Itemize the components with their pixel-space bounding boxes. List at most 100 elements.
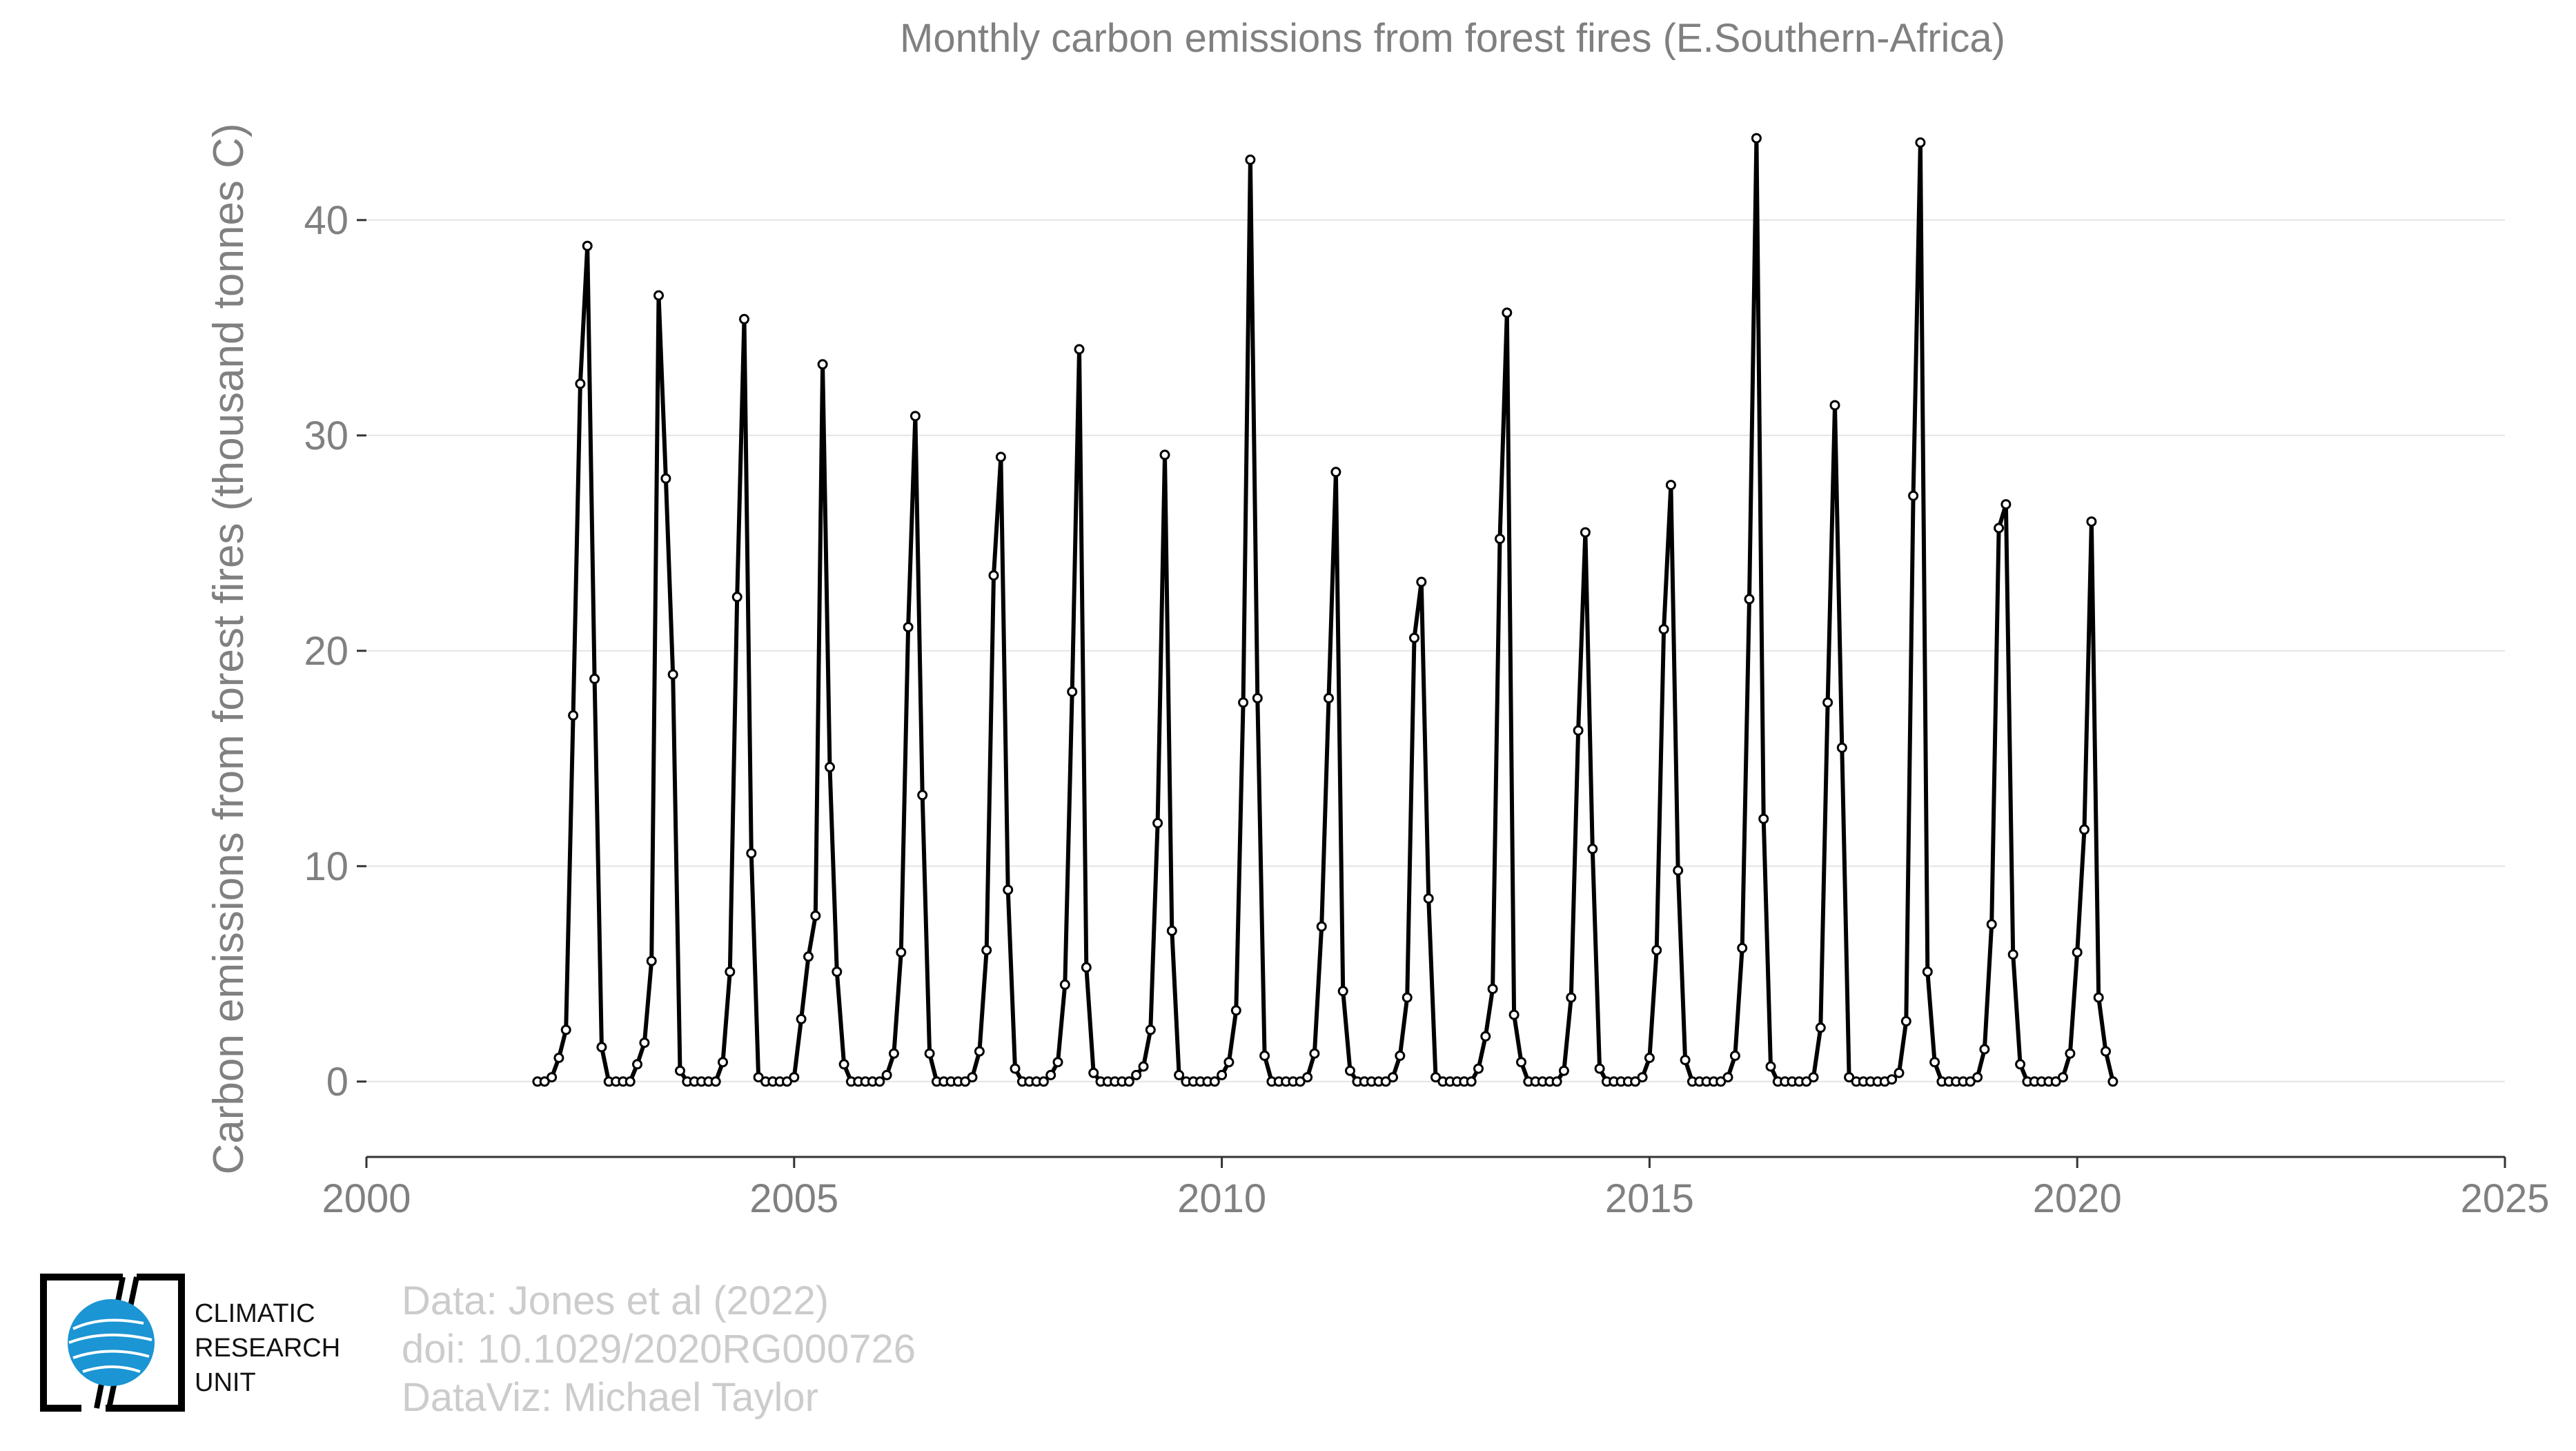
data-point xyxy=(825,761,835,772)
data-point xyxy=(1473,1063,1484,1074)
data-point xyxy=(1673,865,1684,876)
data-point xyxy=(896,947,907,958)
data-point xyxy=(974,1046,985,1057)
data-point xyxy=(782,1076,792,1087)
x-tick-label: 2025 xyxy=(2460,1176,2549,1221)
data-point xyxy=(903,622,914,632)
x-tick-label: 2015 xyxy=(1605,1176,1694,1221)
data-point xyxy=(1495,534,1505,545)
data-point xyxy=(2101,1046,2111,1057)
data-point xyxy=(1324,692,1334,703)
data-point xyxy=(910,411,921,422)
data-point xyxy=(924,1048,935,1059)
data-point xyxy=(1765,1061,1776,1072)
cru-logo xyxy=(40,1274,185,1412)
x-tick-label: 2005 xyxy=(749,1176,838,1221)
data-point xyxy=(547,1072,558,1083)
data-point xyxy=(1900,1015,1911,1026)
data-point xyxy=(575,378,586,389)
data-point xyxy=(560,1024,571,1035)
data-point xyxy=(1651,945,1662,955)
data-point xyxy=(1038,1076,1049,1087)
data-point xyxy=(1430,1072,1441,1083)
credit-dataviz: DataViz: Michael Taylor xyxy=(402,1375,818,1420)
data-point xyxy=(888,1048,899,1059)
data-point xyxy=(2050,1076,2061,1087)
data-point xyxy=(988,570,999,581)
data-point xyxy=(1665,480,1676,491)
logo-text-2: RESEARCH xyxy=(195,1334,341,1363)
data-point xyxy=(639,1038,650,1049)
data-point xyxy=(1558,1065,1569,1076)
x-tick-label: 2000 xyxy=(322,1176,411,1221)
credit-doi: doi: 10.1029/2020RG000726 xyxy=(402,1327,916,1372)
data-point xyxy=(1052,1057,1063,1068)
logo-text-1: CLIMATIC xyxy=(195,1299,315,1328)
data-point xyxy=(1715,1076,1727,1087)
data-point xyxy=(789,1072,800,1083)
data-point xyxy=(1174,1069,1185,1080)
data-point xyxy=(2065,1048,2076,1059)
data-point xyxy=(2086,516,2097,527)
data-point xyxy=(746,848,757,859)
data-point xyxy=(1566,992,1577,1003)
data-point xyxy=(1580,527,1591,538)
data-point xyxy=(1822,697,1833,708)
x-tick-label: 2010 xyxy=(1177,1176,1266,1221)
data-point xyxy=(1587,844,1598,855)
data-point xyxy=(1010,1063,1021,1074)
data-point xyxy=(967,1072,978,1083)
gridlines xyxy=(366,219,2505,1082)
data-point xyxy=(1067,686,1078,697)
data-point xyxy=(1594,1063,1605,1074)
data-point xyxy=(660,473,671,484)
data-point xyxy=(1388,1072,1398,1083)
data-point xyxy=(1330,467,1341,478)
data-point xyxy=(1123,1076,1134,1087)
chart-title: Monthly carbon emissions from forest fir… xyxy=(900,16,2005,61)
data-point xyxy=(810,910,821,922)
data-point xyxy=(1302,1072,1313,1083)
data-point xyxy=(838,1059,849,1070)
data-point xyxy=(1088,1067,1099,1078)
data-point xyxy=(1637,1072,1648,1083)
data-point xyxy=(1573,725,1584,736)
data-point xyxy=(960,1076,971,1087)
data-point xyxy=(1922,966,1933,977)
data-point xyxy=(1487,984,1498,995)
data-point xyxy=(2000,499,2012,510)
data-point xyxy=(1887,1074,1898,1085)
data-point xyxy=(1551,1076,1562,1087)
data-point xyxy=(1245,154,1256,165)
data-point xyxy=(1737,942,1748,953)
data-point xyxy=(1894,1067,1905,1078)
data-point xyxy=(2007,949,2018,960)
data-point xyxy=(1808,1072,1819,1083)
data-point xyxy=(1380,1076,1391,1087)
data-point xyxy=(1166,925,1177,936)
data-point xyxy=(1744,594,1755,605)
data-point xyxy=(568,710,579,721)
data-point xyxy=(1337,986,1348,997)
y-axis-label: Carbon emissions from forest fires (thou… xyxy=(205,123,253,1174)
data-point xyxy=(1252,692,1263,703)
y-tick-label: 40 xyxy=(304,198,348,243)
series-line xyxy=(537,136,2115,1084)
globe-icon xyxy=(68,1299,155,1386)
data-point xyxy=(981,945,992,955)
data-point xyxy=(1844,1072,1855,1083)
data-point xyxy=(1309,1048,1320,1059)
data-point xyxy=(1965,1076,1976,1087)
data-point xyxy=(1045,1069,1056,1080)
data-point xyxy=(625,1076,636,1087)
data-point xyxy=(731,592,743,603)
data-point xyxy=(1915,137,1926,148)
data-point xyxy=(582,240,593,251)
data-point xyxy=(917,790,928,801)
data-point xyxy=(1630,1076,1641,1087)
data-point xyxy=(589,673,600,684)
data-point xyxy=(2079,824,2090,835)
data-point xyxy=(1059,979,1070,990)
data-point xyxy=(817,359,828,370)
axes: 0 10 20 30 40 2000 2005 2010 2015 2020 2025 xyxy=(304,198,2549,1221)
